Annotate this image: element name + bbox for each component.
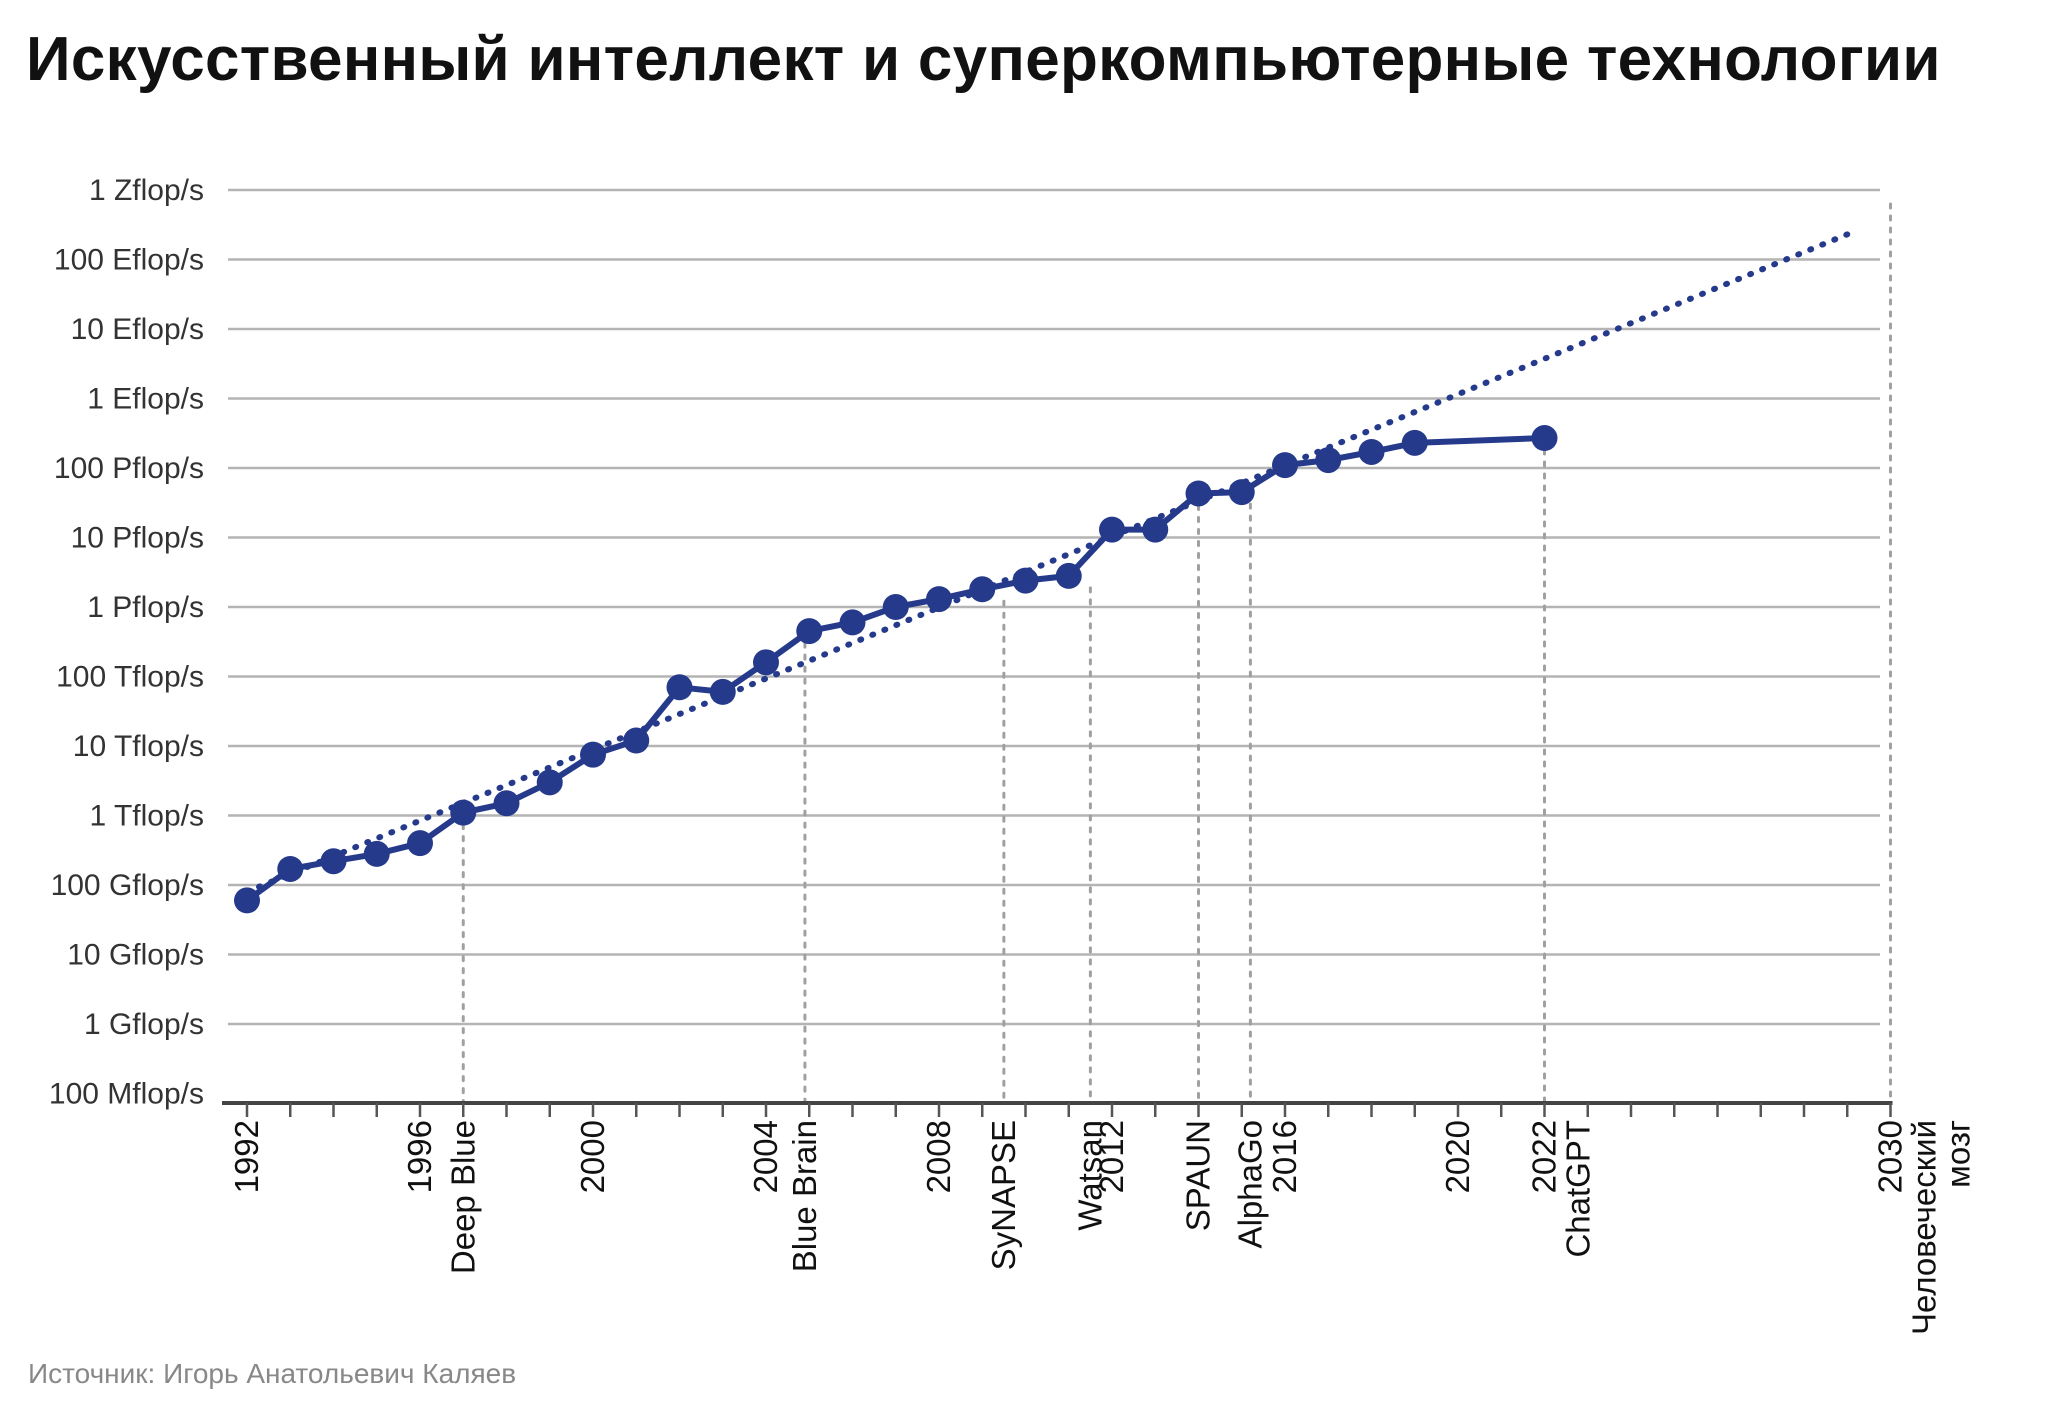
y-tick-label: 10 Pflop/s <box>71 522 204 555</box>
annotation-label: Человеческий <box>1906 1120 1943 1335</box>
x-tick-label: 1992 <box>228 1120 265 1193</box>
x-tick-labels: 1992 1996 2000 2004 2008 2012 2016 2020 2022 2030 <box>228 1120 1909 1193</box>
x-axis <box>222 1101 1893 1117</box>
y-tick-label: 100 Tflop/s <box>56 661 204 694</box>
grid-lines <box>228 188 1880 1026</box>
data-point <box>796 618 823 645</box>
series-line <box>245 435 1545 903</box>
data-point <box>1185 480 1212 507</box>
y-tick-label: 100 Mflop/s <box>49 1078 204 1111</box>
data-point <box>1315 447 1342 474</box>
data-point <box>493 790 520 817</box>
annotation-labels: Deep Blue Blue Brain SyNAPSE Watsan SPAUN Alp… <box>444 1120 1976 1335</box>
y-tick-label: 1 Pflop/s <box>87 591 204 624</box>
data-point <box>1358 438 1385 465</box>
y-tick-label: 100 Eflop/s <box>54 244 204 277</box>
data-point <box>1401 429 1428 456</box>
data-point <box>969 576 996 603</box>
annotation-label: SyNAPSE <box>985 1120 1022 1270</box>
data-series <box>234 425 1558 914</box>
source-note: Источник: Игорь Анатольевич Каляев <box>28 1358 517 1389</box>
annotation-guides <box>461 202 1892 1105</box>
x-tick-label: 2000 <box>574 1120 611 1193</box>
trend-line-path <box>244 231 1851 895</box>
data-point <box>1142 516 1169 543</box>
x-tick-label: 2030 <box>1872 1120 1909 1193</box>
data-point <box>1272 452 1298 479</box>
data-point <box>623 727 650 754</box>
data-point <box>882 594 909 620</box>
y-tick-label: 1 Zflop/s <box>89 174 204 207</box>
y-tick-label: 1 Eflop/s <box>87 383 204 416</box>
x-tick-label: 2016 <box>1266 1120 1303 1193</box>
annotation-label: Watsan <box>1071 1120 1108 1231</box>
x-tick-label: 1996 <box>401 1120 438 1193</box>
data-point <box>1055 562 1082 589</box>
data-point <box>536 769 563 796</box>
y-tick-labels: 1 Zflop/s 100 Eflop/s 10 Eflop/s 1 Eflop/s 1… <box>49 174 204 1111</box>
annotation-label: Blue Brain <box>786 1120 823 1272</box>
data-point <box>1531 425 1558 452</box>
trend-line <box>244 231 1851 895</box>
data-point <box>450 799 477 826</box>
data-point <box>320 848 347 875</box>
data-point <box>709 678 736 705</box>
x-tick-label: 2012 <box>1093 1120 1130 1193</box>
chart-title: Искусственный интеллект и суперкомпьютер… <box>26 25 1941 94</box>
annotation-label: SPAUN <box>1180 1120 1217 1231</box>
data-point <box>1012 567 1039 594</box>
y-tick-label: 100 Gflop/s <box>51 869 204 902</box>
y-tick-label: 1 Gflop/s <box>84 1008 204 1041</box>
x-tick-label: 2008 <box>920 1120 957 1193</box>
data-point <box>580 741 606 768</box>
x-tick-label: 2004 <box>747 1120 784 1193</box>
data-point <box>1228 479 1255 506</box>
data-point <box>666 674 693 701</box>
data-point <box>277 855 304 882</box>
data-point <box>753 649 779 676</box>
x-tick-label: 2022 <box>1526 1120 1563 1193</box>
annotation-label: мозг <box>1940 1120 1977 1188</box>
data-point <box>926 586 952 613</box>
y-tick-label: 10 Eflop/s <box>71 313 204 346</box>
y-tick-label: 10 Gflop/s <box>67 939 204 972</box>
x-tick-label: 2020 <box>1439 1120 1476 1193</box>
y-tick-label: 100 Pflop/s <box>54 452 204 485</box>
annotation-label: ChatGPT <box>1560 1120 1597 1258</box>
annotation-label: AlphaGo <box>1231 1120 1268 1248</box>
data-point <box>234 887 260 914</box>
data-point <box>839 609 866 636</box>
annotation-label: Deep Blue <box>444 1120 481 1274</box>
y-tick-label: 10 Tflop/s <box>73 730 204 763</box>
data-point <box>363 840 390 867</box>
y-tick-label: 1 Tflop/s <box>89 800 204 833</box>
data-point <box>1099 516 1125 543</box>
data-point <box>407 830 433 857</box>
